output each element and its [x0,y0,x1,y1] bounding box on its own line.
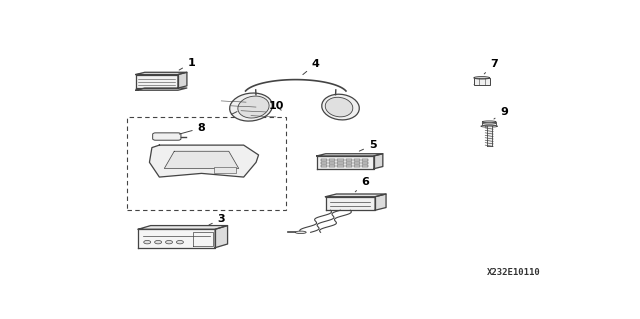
Ellipse shape [481,125,497,127]
Bar [329,166,335,167]
Bar [329,162,335,164]
Circle shape [177,241,184,244]
Bar [321,166,327,167]
Circle shape [144,241,150,244]
Text: 10: 10 [268,101,284,111]
Bar [354,162,360,164]
Bar [127,117,286,210]
Bar [329,160,335,161]
Bar [214,167,236,174]
Ellipse shape [474,77,490,79]
Ellipse shape [238,96,269,118]
Polygon shape [136,75,178,88]
Ellipse shape [322,94,359,120]
Text: 7: 7 [484,59,498,74]
Bar [362,160,369,161]
Bar [337,166,344,167]
Text: 2: 2 [231,102,250,115]
Polygon shape [178,72,187,88]
Bar [346,162,352,164]
Ellipse shape [483,121,496,123]
Bar [337,162,344,164]
Bar [362,162,369,164]
Bar [483,122,496,125]
Polygon shape [138,226,228,229]
Polygon shape [136,88,187,90]
Polygon shape [375,194,386,210]
Polygon shape [164,151,239,168]
Text: 5: 5 [359,140,376,151]
Bar [337,160,344,161]
Bar [354,166,360,167]
Circle shape [155,241,161,244]
Polygon shape [326,197,375,210]
Ellipse shape [295,231,306,234]
Polygon shape [317,154,383,156]
Text: 1: 1 [179,58,195,70]
Bar [346,160,352,161]
Polygon shape [326,194,386,197]
Text: 9: 9 [494,107,508,119]
Polygon shape [136,72,187,75]
Bar [321,162,327,164]
Ellipse shape [230,93,273,121]
Polygon shape [138,229,215,248]
Ellipse shape [325,97,353,117]
Bar [474,78,490,85]
Bar [354,160,360,161]
Text: 8: 8 [179,123,205,134]
Ellipse shape [483,122,496,124]
Circle shape [166,241,173,244]
Polygon shape [150,145,259,177]
Bar [346,166,352,167]
Polygon shape [374,154,383,169]
Bar [362,166,369,167]
Polygon shape [486,126,492,146]
Ellipse shape [485,126,493,127]
Text: X232E10110: X232E10110 [487,268,541,277]
Text: 6: 6 [355,177,369,192]
Bar [321,160,327,161]
FancyBboxPatch shape [153,133,181,140]
Text: 3: 3 [209,214,225,225]
Polygon shape [317,156,374,169]
Text: 4: 4 [303,59,319,75]
Polygon shape [215,226,228,248]
